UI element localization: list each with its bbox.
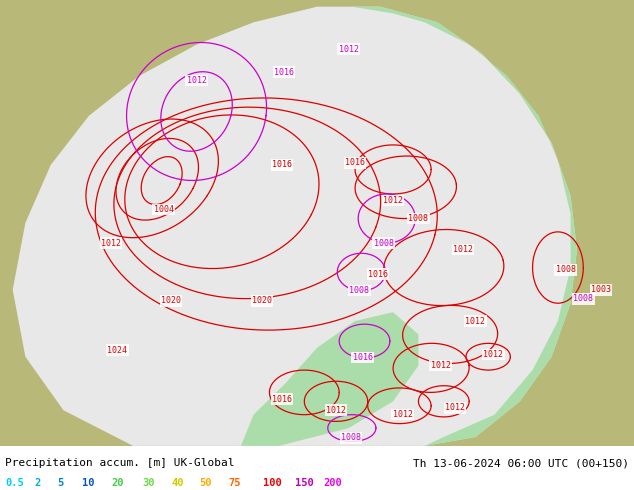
Text: 1008: 1008 — [341, 433, 361, 442]
Text: 1012: 1012 — [430, 361, 451, 370]
Text: 1024: 1024 — [107, 345, 127, 355]
Text: Th 13-06-2024 06:00 UTC (00+150): Th 13-06-2024 06:00 UTC (00+150) — [413, 458, 629, 468]
Text: 40: 40 — [171, 478, 184, 488]
Text: 1016: 1016 — [272, 394, 292, 404]
Text: 1020: 1020 — [161, 296, 181, 305]
Text: 100: 100 — [263, 478, 282, 488]
Text: 1016: 1016 — [272, 161, 292, 170]
Text: 1008: 1008 — [555, 265, 576, 274]
Text: 2: 2 — [35, 478, 41, 488]
Text: 1016: 1016 — [368, 270, 388, 279]
Text: 1008: 1008 — [573, 294, 593, 303]
Text: 1012: 1012 — [186, 76, 207, 85]
Text: 1016: 1016 — [353, 353, 373, 362]
Text: 1016: 1016 — [274, 68, 294, 77]
Text: 1003: 1003 — [591, 285, 611, 294]
Polygon shape — [307, 7, 577, 446]
Text: 5: 5 — [57, 478, 63, 488]
Text: Precipitation accum. [m] UK-Global: Precipitation accum. [m] UK-Global — [5, 458, 235, 468]
Text: 1020: 1020 — [252, 296, 272, 305]
Text: 200: 200 — [323, 478, 342, 488]
Text: 1012: 1012 — [339, 45, 359, 53]
Text: 1012: 1012 — [465, 317, 486, 325]
Text: 150: 150 — [295, 478, 314, 488]
Text: 1012: 1012 — [101, 239, 121, 247]
Text: 1012: 1012 — [483, 350, 503, 359]
Text: 1008: 1008 — [373, 239, 394, 247]
Polygon shape — [13, 7, 577, 446]
Text: 75: 75 — [228, 478, 241, 488]
Text: 1012: 1012 — [383, 196, 403, 205]
Text: 1012: 1012 — [326, 406, 346, 415]
Text: 30: 30 — [143, 478, 155, 488]
Text: 50: 50 — [200, 478, 212, 488]
Polygon shape — [241, 312, 418, 446]
Text: 1012: 1012 — [392, 410, 413, 419]
Text: 1012: 1012 — [453, 245, 473, 254]
Text: 20: 20 — [111, 478, 124, 488]
Text: 1008: 1008 — [349, 286, 370, 295]
Text: 0.5: 0.5 — [5, 478, 24, 488]
Text: 1008: 1008 — [408, 214, 429, 223]
Text: 1016: 1016 — [272, 161, 292, 170]
Text: 1016: 1016 — [345, 158, 365, 167]
Text: 1012: 1012 — [445, 403, 465, 413]
Text: 10: 10 — [82, 478, 95, 488]
Text: 1004: 1004 — [153, 205, 174, 214]
